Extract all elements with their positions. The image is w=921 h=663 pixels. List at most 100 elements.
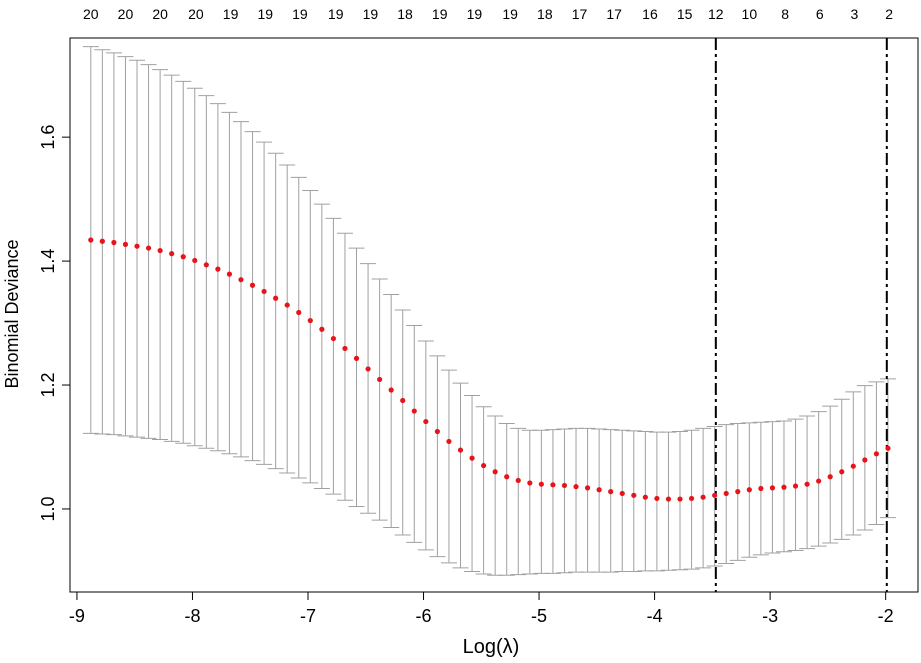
top-count-label: 2 (885, 6, 893, 22)
x-tick-label: -3 (762, 606, 778, 626)
errorbar (625, 430, 642, 573)
mean-point (839, 469, 845, 475)
y-tick-label: 1.6 (38, 125, 58, 150)
mean-point (538, 481, 544, 487)
mean-point (619, 490, 625, 497)
mean-point (365, 366, 371, 372)
top-count-label: 20 (188, 6, 204, 22)
x-axis-label: Log(λ) (463, 636, 520, 658)
errorbar-layer (82, 46, 896, 576)
top-count-label: 19 (467, 6, 483, 22)
mean-point (249, 282, 256, 288)
mean-point (377, 376, 383, 383)
y-tick-label: 1.2 (38, 373, 58, 398)
mean-point (700, 494, 706, 500)
errorbar (579, 427, 596, 573)
mean-point (296, 309, 302, 316)
mean-point (284, 302, 290, 308)
mean-point (411, 408, 417, 414)
plot-frame (69, 37, 919, 593)
mean-point (307, 317, 313, 324)
errorbar (360, 263, 377, 514)
mean-point (665, 496, 672, 502)
errorbar (336, 232, 353, 501)
errorbar (406, 325, 423, 543)
errorbar (186, 87, 203, 447)
errorbar (533, 429, 550, 574)
x-tick-label: -7 (300, 606, 316, 626)
mean-point (561, 482, 568, 489)
mean-point (654, 495, 660, 502)
mean-point (642, 494, 648, 500)
x-tick-label: -9 (69, 606, 85, 626)
errorbar (614, 429, 631, 573)
mean-point (885, 445, 891, 451)
errorbar (394, 309, 411, 536)
top-count-label: 20 (83, 6, 99, 22)
mean-point (457, 447, 464, 453)
mean-point (688, 495, 695, 502)
mean-point (735, 489, 741, 495)
errorbar (302, 189, 319, 484)
errorbar (163, 74, 180, 442)
x-tick-label: -5 (531, 606, 547, 626)
errorbar (290, 176, 307, 479)
top-count-label: 19 (432, 6, 448, 22)
mean-point (330, 335, 337, 342)
mean-point (792, 483, 799, 489)
top-count-label: 19 (502, 6, 518, 22)
errorbar (637, 431, 654, 572)
top-count-label: 19 (292, 6, 308, 22)
errorbar (256, 141, 273, 465)
top-count-label: 12 (708, 6, 724, 22)
mean-point (353, 355, 360, 361)
mean-point (873, 451, 880, 457)
mean-point (122, 241, 129, 247)
mean-point (596, 487, 602, 493)
mean-point (712, 492, 718, 498)
y-tick-label: 1.4 (38, 249, 58, 274)
mean-point (261, 288, 267, 295)
mean-point (481, 462, 487, 469)
errorbar (521, 429, 538, 575)
errorbar (325, 217, 342, 495)
errorbar (232, 121, 249, 458)
vline-layer (714, 38, 888, 592)
mean-point (504, 474, 510, 480)
top-axis-counts: 20 20 20 20 19 19 19 19 19 18 19 19 19 18 17 17 16 15 12 10… (83, 6, 921, 22)
y-axis: 1.0 1.2 1.4 1.6 (38, 125, 71, 521)
mean-point (169, 251, 175, 257)
mean-point (203, 262, 209, 268)
errorbar (544, 429, 561, 574)
mean-point (850, 463, 856, 469)
errorbar (648, 431, 665, 572)
errorbar (348, 247, 365, 507)
top-count-label: 18 (537, 6, 553, 22)
errorbar (198, 95, 215, 449)
mean-point (746, 487, 752, 493)
x-tick-label: -4 (647, 606, 663, 626)
mean-point (111, 239, 117, 246)
top-count-label: 19 (328, 6, 344, 22)
mean-point (226, 271, 233, 277)
mean-point (145, 245, 152, 251)
errorbar (279, 164, 296, 474)
errorbar (440, 369, 457, 564)
top-count-label: 8 (781, 6, 789, 22)
top-count-label: 10 (742, 6, 758, 22)
errorbar (221, 111, 238, 455)
errorbar (568, 427, 585, 573)
errorbar (475, 406, 492, 575)
mean-point (492, 469, 498, 475)
top-count-label: 19 (363, 6, 379, 22)
y-axis-label: Binomial Deviance (2, 239, 22, 388)
mean-point (573, 484, 579, 490)
mean-point (88, 237, 94, 243)
mean-point (180, 254, 186, 260)
errorbar (244, 131, 261, 462)
mean-point (527, 480, 533, 486)
errorbar (140, 64, 157, 439)
mean-point (273, 295, 279, 301)
errorbar (371, 278, 388, 521)
